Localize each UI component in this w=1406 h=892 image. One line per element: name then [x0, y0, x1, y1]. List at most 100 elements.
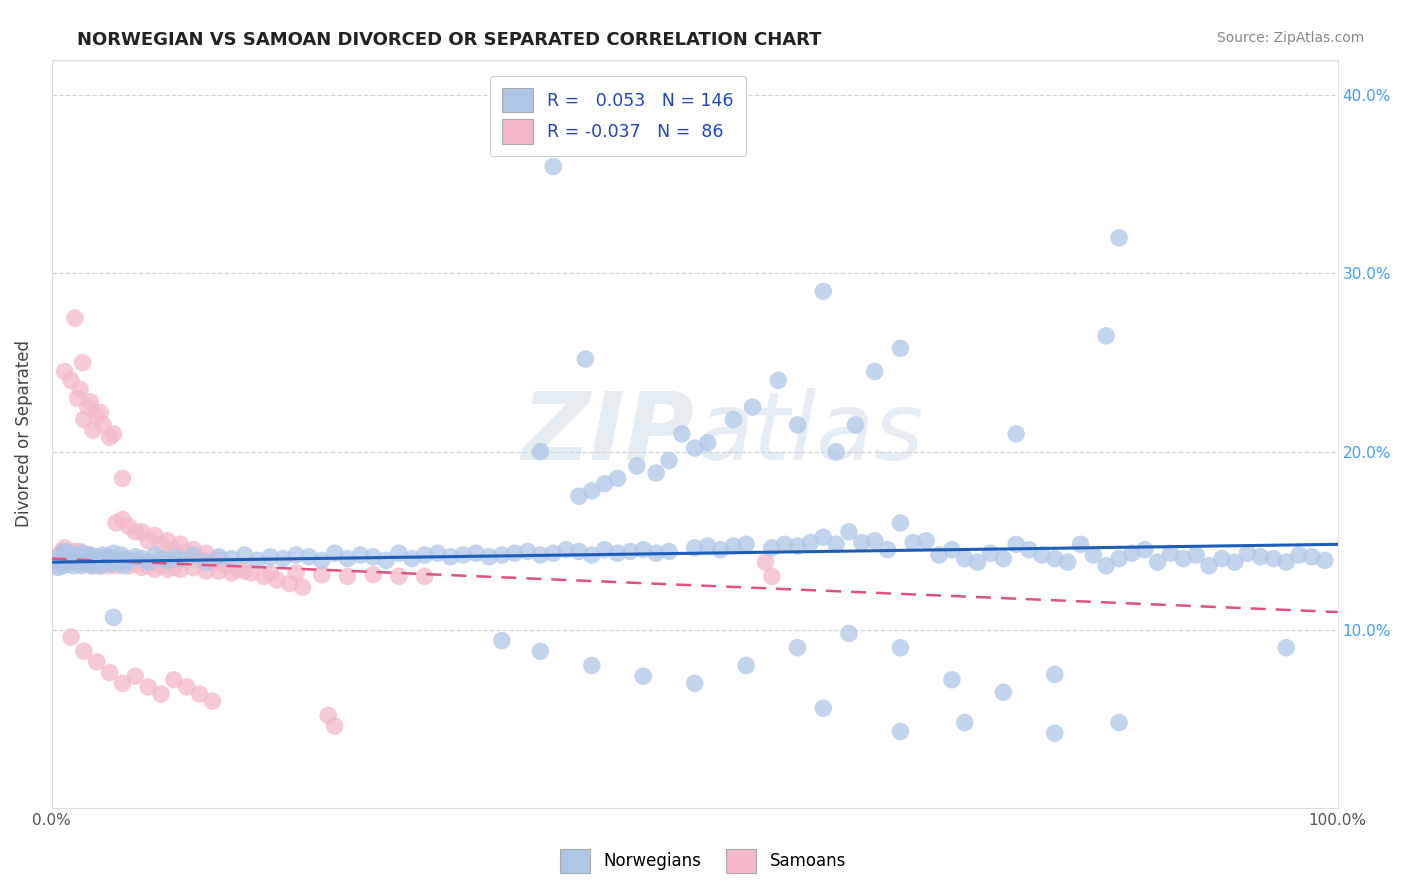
Point — [754, 555, 776, 569]
Point — [375, 553, 398, 567]
Point — [46, 560, 69, 574]
Point — [786, 640, 808, 655]
Point — [53, 544, 76, 558]
Point — [786, 417, 808, 432]
Point — [1121, 546, 1143, 560]
Point — [645, 466, 668, 480]
Point — [63, 311, 86, 326]
Y-axis label: Divorced or Separated: Divorced or Separated — [15, 341, 32, 527]
Point — [233, 564, 256, 578]
Point — [124, 669, 146, 683]
Point — [813, 701, 835, 715]
Point — [60, 630, 83, 644]
Point — [953, 551, 976, 566]
Point — [52, 558, 75, 573]
Point — [73, 412, 96, 426]
Point — [799, 535, 821, 549]
Point — [72, 546, 94, 560]
Point — [70, 558, 93, 573]
Point — [1159, 546, 1181, 560]
Point — [91, 548, 114, 562]
Legend: Norwegians, Samoans: Norwegians, Samoans — [554, 842, 852, 880]
Point — [150, 551, 173, 566]
Point — [709, 542, 731, 557]
Point — [1198, 558, 1220, 573]
Point — [176, 546, 198, 560]
Point — [112, 558, 135, 573]
Point — [1083, 548, 1105, 562]
Point — [928, 548, 950, 562]
Point — [163, 673, 186, 687]
Point — [76, 551, 98, 566]
Point — [89, 551, 111, 566]
Point — [201, 694, 224, 708]
Point — [1095, 558, 1118, 573]
Point — [593, 542, 616, 557]
Point — [696, 435, 718, 450]
Point — [111, 471, 134, 485]
Point — [761, 569, 783, 583]
Point — [863, 533, 886, 548]
Point — [1108, 715, 1130, 730]
Point — [86, 549, 108, 564]
Point — [150, 687, 173, 701]
Point — [77, 548, 100, 562]
Text: ZIP: ZIP — [522, 388, 695, 480]
Point — [1133, 542, 1156, 557]
Point — [1005, 426, 1028, 441]
Point — [65, 555, 87, 569]
Point — [98, 665, 121, 680]
Point — [111, 512, 134, 526]
Point — [56, 557, 79, 571]
Point — [941, 542, 963, 557]
Point — [90, 405, 112, 419]
Point — [278, 576, 301, 591]
Point — [311, 553, 333, 567]
Point — [48, 548, 70, 562]
Point — [59, 546, 82, 560]
Point — [124, 549, 146, 564]
Point — [115, 551, 138, 566]
Point — [91, 555, 114, 569]
Point — [51, 544, 73, 558]
Point — [63, 548, 86, 562]
Point — [103, 610, 125, 624]
Point — [181, 548, 204, 562]
Point — [1301, 549, 1323, 564]
Point — [993, 685, 1015, 699]
Point — [70, 555, 93, 569]
Point — [851, 535, 873, 549]
Point — [136, 555, 159, 569]
Point — [107, 555, 129, 569]
Point — [825, 444, 848, 458]
Point — [889, 640, 911, 655]
Point — [259, 566, 281, 580]
Point — [82, 558, 104, 573]
Point — [82, 551, 104, 566]
Point — [993, 551, 1015, 566]
Point — [150, 558, 173, 573]
Point — [683, 676, 706, 690]
Point — [529, 444, 551, 458]
Point — [84, 555, 107, 569]
Point — [683, 541, 706, 555]
Point — [100, 555, 122, 569]
Point — [316, 708, 339, 723]
Point — [1275, 640, 1298, 655]
Point — [1185, 548, 1208, 562]
Point — [86, 409, 108, 423]
Point — [323, 719, 346, 733]
Point — [626, 458, 648, 473]
Point — [208, 549, 231, 564]
Point — [169, 537, 191, 551]
Point — [259, 549, 281, 564]
Point — [87, 555, 110, 569]
Point — [889, 724, 911, 739]
Point — [1108, 551, 1130, 566]
Point — [79, 548, 101, 562]
Point — [105, 516, 128, 530]
Point — [156, 533, 179, 548]
Point — [1043, 726, 1066, 740]
Point — [49, 555, 72, 569]
Point — [188, 551, 211, 566]
